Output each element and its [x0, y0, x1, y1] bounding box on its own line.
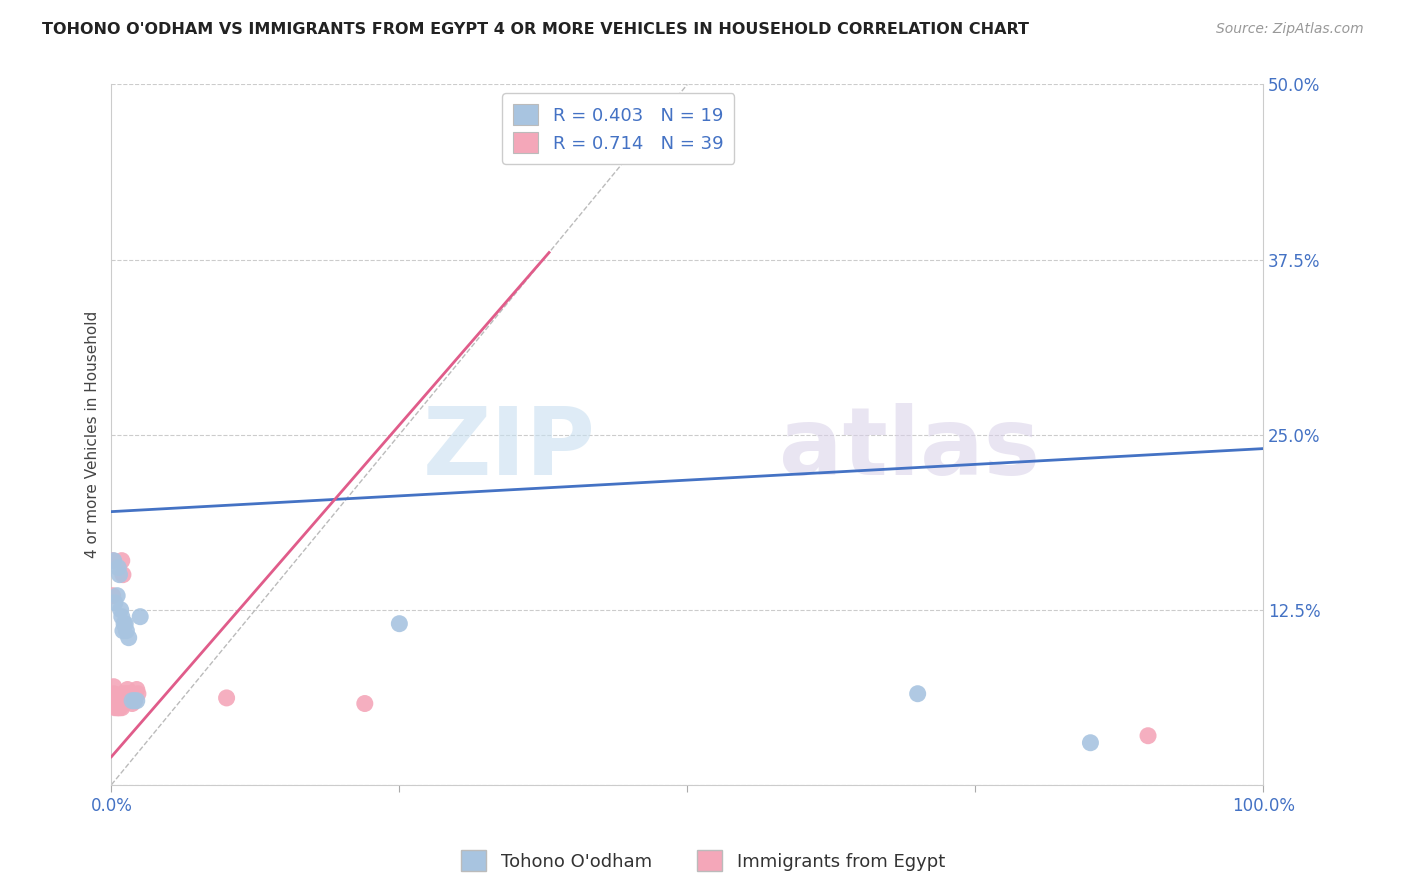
Text: ZIP: ZIP — [422, 402, 595, 494]
Text: atlas: atlas — [779, 402, 1040, 494]
Point — [124, 694, 146, 708]
Point — [125, 682, 148, 697]
Point — [125, 694, 148, 708]
Point — [114, 616, 136, 631]
Point — [101, 589, 124, 603]
Point — [104, 694, 127, 708]
Point — [907, 687, 929, 701]
Point — [118, 687, 141, 701]
Point — [103, 687, 125, 701]
Point — [107, 700, 129, 714]
Point — [120, 694, 142, 708]
Point — [104, 694, 127, 708]
Point — [103, 694, 125, 708]
Point — [110, 602, 132, 616]
Point — [127, 687, 149, 701]
Point — [105, 697, 128, 711]
Point — [105, 700, 128, 714]
Point — [107, 697, 129, 711]
Point — [111, 687, 134, 701]
Point — [112, 616, 135, 631]
Point — [110, 694, 132, 708]
Point — [108, 567, 131, 582]
Point — [108, 700, 131, 714]
Point — [105, 690, 128, 705]
Point — [115, 687, 138, 701]
Point — [215, 690, 238, 705]
Point — [111, 700, 134, 714]
Point — [121, 694, 143, 708]
Point — [118, 690, 141, 704]
Text: Source: ZipAtlas.com: Source: ZipAtlas.com — [1216, 22, 1364, 37]
Point — [111, 694, 134, 708]
Point — [105, 589, 128, 603]
Point — [114, 690, 136, 705]
Point — [388, 616, 411, 631]
Point — [103, 554, 125, 568]
Point — [111, 567, 134, 582]
Point — [101, 554, 124, 568]
Point — [353, 697, 375, 711]
Point — [104, 700, 127, 714]
Point — [1080, 736, 1102, 750]
Point — [105, 697, 128, 711]
Point — [111, 624, 134, 638]
Point — [115, 624, 138, 638]
Point — [121, 697, 143, 711]
Point — [111, 554, 134, 568]
Point — [117, 682, 139, 697]
Legend: R = 0.403   N = 19, R = 0.714   N = 39: R = 0.403 N = 19, R = 0.714 N = 39 — [502, 94, 734, 164]
Point — [103, 680, 125, 694]
Point — [105, 694, 128, 708]
Text: TOHONO O'ODHAM VS IMMIGRANTS FROM EGYPT 4 OR MORE VEHICLES IN HOUSEHOLD CORRELAT: TOHONO O'ODHAM VS IMMIGRANTS FROM EGYPT … — [42, 22, 1029, 37]
Point — [124, 694, 146, 708]
Point — [111, 609, 134, 624]
Point — [129, 609, 152, 624]
Point — [118, 631, 141, 645]
Point — [1137, 729, 1160, 743]
Point — [108, 697, 131, 711]
Y-axis label: 4 or more Vehicles in Household: 4 or more Vehicles in Household — [86, 311, 100, 558]
Legend: Tohono O'odham, Immigrants from Egypt: Tohono O'odham, Immigrants from Egypt — [454, 843, 952, 879]
Point — [110, 699, 132, 714]
Point — [104, 596, 127, 610]
Point — [107, 560, 129, 574]
Point — [112, 694, 135, 708]
Point — [105, 694, 128, 708]
